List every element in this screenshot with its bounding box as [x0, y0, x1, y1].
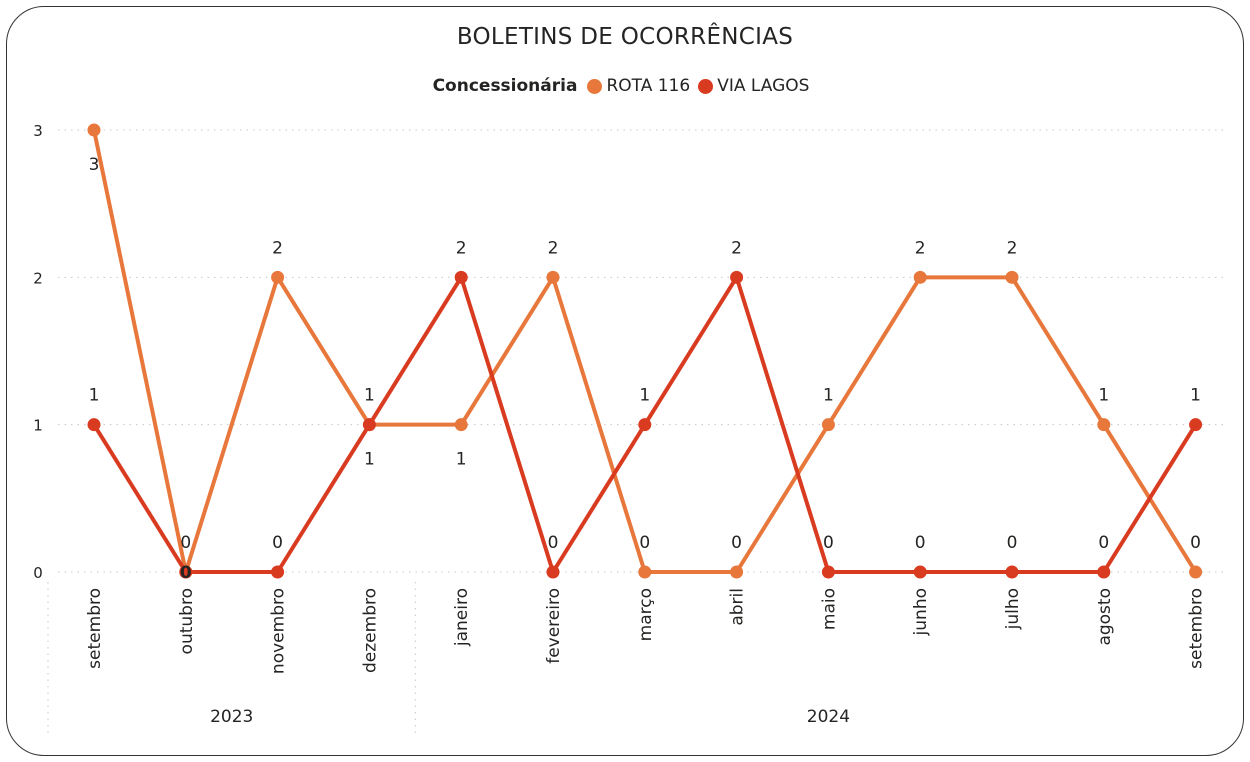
point-via-lagos-9 — [913, 565, 927, 579]
point-via-lagos-3 — [362, 418, 376, 432]
point-via-lagos-5 — [546, 565, 560, 579]
x-tick-label-2: novembro — [269, 588, 289, 674]
data-label-via-lagos-8: 0 — [823, 533, 834, 553]
point-via-lagos-10 — [1005, 565, 1019, 579]
x-tick-label-0: setembro — [85, 588, 105, 669]
x-tick-label-8: maio — [819, 588, 839, 630]
x-tick-label-11: agosto — [1095, 588, 1115, 646]
point-rota-116-5 — [546, 270, 560, 284]
data-label-via-lagos-12: 1 — [1190, 386, 1201, 406]
data-label-via-lagos-9: 0 — [915, 533, 926, 553]
data-label-via-lagos-4: 2 — [456, 238, 467, 258]
legend-swatch-via-lagos — [698, 78, 714, 94]
point-via-lagos-1 — [179, 565, 193, 579]
data-label-rota-116-9: 2 — [915, 238, 926, 258]
data-label-rota-116-1: 0 — [180, 533, 191, 553]
point-rota-116-10 — [1005, 270, 1019, 284]
data-label-rota-116-6: 0 — [639, 533, 650, 553]
point-via-lagos-7 — [730, 270, 744, 284]
x-tick-label-1: outubro — [177, 588, 197, 654]
point-rota-116-9 — [913, 270, 927, 284]
point-via-lagos-12 — [1189, 418, 1203, 432]
chart-title: BOLETINS DE OCORRÊNCIAS — [456, 24, 794, 50]
y-tick-label-3: 3 — [33, 122, 43, 140]
data-label-rota-116-5: 2 — [548, 238, 559, 258]
data-label-via-lagos-10: 0 — [1007, 533, 1018, 553]
legend-item-via-lagos[interactable]: VIA LAGOS — [698, 76, 809, 96]
point-rota-116-8 — [821, 418, 835, 432]
x-tick-label-7: abril — [728, 588, 748, 626]
point-rota-116-0 — [87, 123, 101, 137]
x-tick-label-12: setembro — [1187, 588, 1207, 669]
data-label-rota-116-4: 1 — [456, 450, 467, 470]
x-tick-label-6: março — [636, 588, 656, 641]
data-label-rota-116-3: 1 — [364, 450, 375, 470]
data-label-rota-116-12: 0 — [1190, 533, 1201, 553]
data-label-rota-116-10: 2 — [1007, 238, 1018, 258]
x-tick-label-10: julho — [1003, 588, 1023, 630]
point-rota-116-2 — [271, 270, 285, 284]
data-label-via-lagos-0: 1 — [89, 386, 100, 406]
x-tick-label-5: fevereiro — [544, 588, 564, 664]
data-label-rota-116-11: 1 — [1098, 386, 1109, 406]
data-label-via-lagos-1: 0 — [180, 563, 192, 583]
y-tick-label-2: 2 — [33, 269, 43, 287]
y-tick-label-1: 1 — [33, 417, 43, 435]
y-tick-label-0: 0 — [33, 564, 43, 582]
point-via-lagos-8 — [821, 565, 835, 579]
data-label-rota-116-8: 1 — [823, 386, 834, 406]
chart-card — [6, 6, 1244, 756]
data-label-via-lagos-5: 0 — [548, 533, 559, 553]
point-via-lagos-4 — [454, 270, 468, 284]
x-tick-label-3: dezembro — [360, 588, 380, 673]
x-tick-label-4: janeiro — [452, 588, 472, 647]
data-label-rota-116-2: 2 — [272, 238, 283, 258]
year-label-2024: 2024 — [807, 707, 850, 727]
data-label-via-lagos-7: 2 — [731, 238, 742, 258]
legend-label-via-lagos: VIA LAGOS — [717, 76, 810, 96]
point-rota-116-11 — [1097, 418, 1111, 432]
point-rota-116-6 — [638, 565, 652, 579]
series-line-rota-116 — [92, 128, 1198, 574]
data-label-via-lagos-6: 1 — [639, 386, 650, 406]
data-label-via-lagos-11: 0 — [1098, 533, 1109, 553]
legend-title: Concessionária — [432, 76, 578, 96]
point-via-lagos-2 — [271, 565, 285, 579]
legend-swatch-rota-116 — [587, 78, 603, 94]
point-via-lagos-11 — [1097, 565, 1111, 579]
legend-item-rota-116[interactable]: ROTA 116 — [587, 76, 690, 96]
data-label-rota-116-7: 0 — [731, 533, 742, 553]
legend-label-rota-116: ROTA 116 — [606, 76, 691, 96]
point-via-lagos-0 — [87, 418, 101, 432]
data-label-via-lagos-3: 1 — [364, 386, 375, 406]
point-via-lagos-6 — [638, 418, 652, 432]
point-rota-116-7 — [730, 565, 744, 579]
point-rota-116-12 — [1189, 565, 1203, 579]
chart-legend: Concessionária ROTA 116 VIA LAGOS — [0, 76, 1250, 96]
x-tick-label-9: junho — [911, 588, 931, 636]
point-rota-116-4 — [454, 418, 468, 432]
year-label-2023: 2023 — [210, 707, 253, 727]
data-label-via-lagos-2: 0 — [272, 533, 283, 553]
data-label-rota-116-0: 3 — [89, 155, 100, 175]
